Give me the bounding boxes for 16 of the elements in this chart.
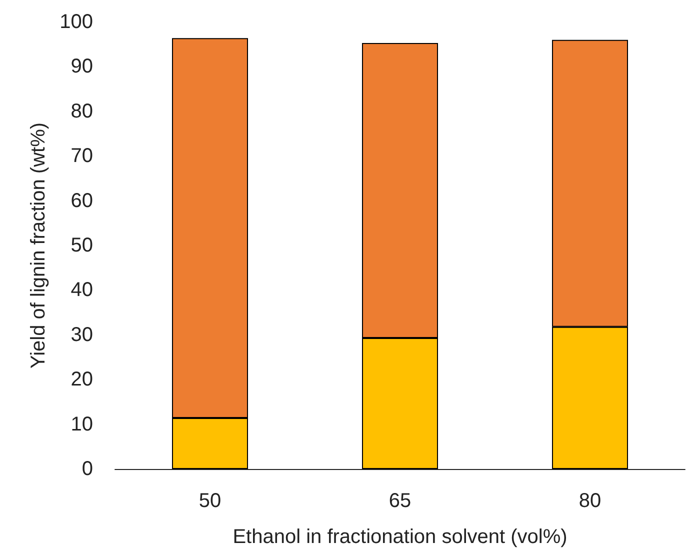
y-tick-label: 80 [70,100,93,122]
y-tick-label: 60 [70,190,93,212]
y-tick-label: 50 [70,234,93,256]
y-tick-label: 0 [82,458,93,480]
y-tick-label: 100 [60,11,93,33]
x-tick-label: 50 [198,490,222,512]
y-tick-label: 20 [70,368,93,391]
x-tick-label: 80 [578,490,602,512]
x-axis-title: Ethanol in fractionation solvent (vol%) [232,526,568,548]
y-tick-label: 40 [70,279,93,302]
y-tick-label: 90 [70,56,93,78]
y-tick-label: 70 [70,145,93,168]
y-axis-title: Yield of lignin fraction (wt%) [28,122,50,369]
y-tick-label: 30 [70,324,93,346]
x-tick-label: 65 [388,490,412,512]
y-tick-label: 10 [70,413,93,436]
